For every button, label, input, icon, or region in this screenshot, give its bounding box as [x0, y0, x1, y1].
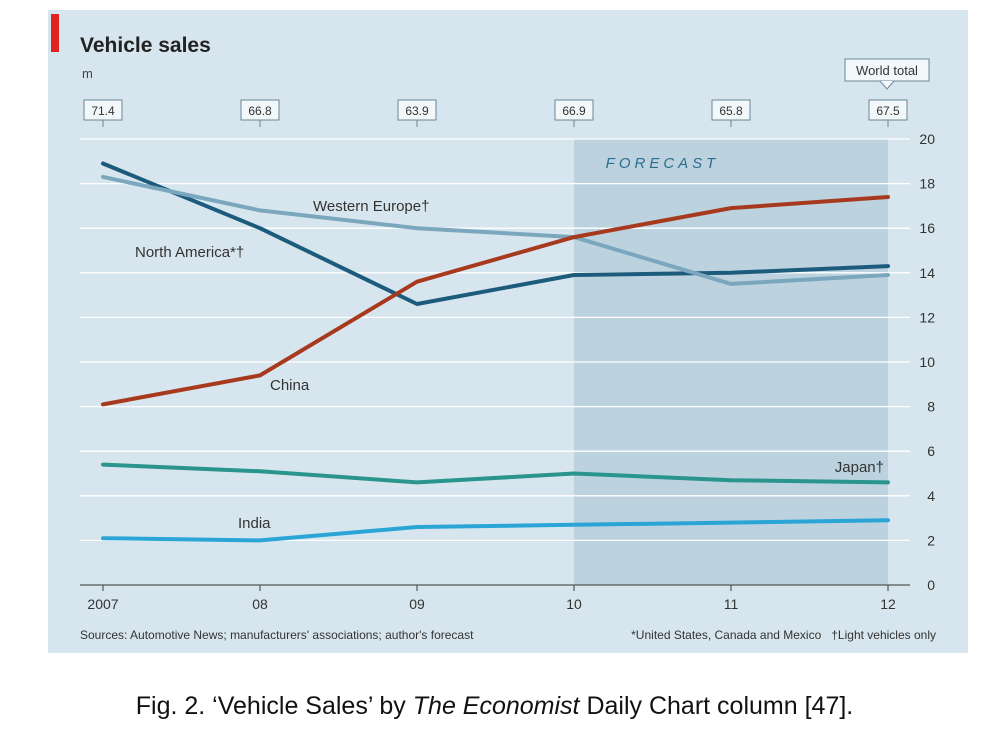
caption-suffix: Daily Chart column [47].	[579, 692, 854, 720]
x-tick-label: 2007	[87, 596, 118, 612]
series-label-china: China	[270, 377, 310, 394]
series-line-north-america	[101, 161, 890, 306]
series-line-china	[101, 195, 890, 407]
caption-publication: The Economist	[412, 692, 580, 720]
y-tick-label: 20	[919, 131, 935, 147]
x-tick-label: 12	[880, 596, 896, 612]
y-tick-label: 10	[919, 354, 935, 370]
world-total-value: 71.4	[91, 104, 115, 118]
series-label-india: India	[238, 515, 271, 532]
y-tick-label: 2	[927, 532, 935, 548]
y-tick-label: 8	[927, 399, 935, 415]
y-tick-label: 14	[919, 265, 935, 281]
y-tick-label: 6	[927, 443, 935, 459]
series-line-japan	[101, 462, 890, 485]
series-label-japan: Japan†	[835, 459, 884, 476]
series-label-north-america: North America*†	[135, 244, 244, 261]
y-tick-label: 4	[927, 488, 935, 504]
series-labels: North America*† Western Europe† China Japan…	[135, 198, 884, 532]
series-line-india	[101, 518, 890, 543]
world-total-value: 67.5	[876, 104, 900, 118]
chart-figure: Vehicle sales m FORECAST 0 2 4 6 8 10 12 14 16 18…	[48, 10, 968, 653]
accent-bar	[51, 14, 59, 52]
chart-title: Vehicle sales	[80, 34, 211, 57]
x-tick-label: 08	[252, 596, 268, 612]
world-total-value: 66.9	[562, 104, 586, 118]
forecast-label: FORECAST	[606, 155, 720, 172]
y-tick-label: 16	[919, 220, 935, 236]
world-totals: 71.4 66.8 63.9 66.9 65.8 67.5 World total	[83, 58, 930, 127]
series-label-western-europe: Western Europe†	[313, 198, 429, 215]
axes: 0 2 4 6 8 10 12 14 16 18 20 2007 08 09 10 11 12	[80, 131, 935, 612]
sources-note: Sources: Automotive News; manufacturers'…	[80, 628, 474, 642]
footnotes: *United States, Canada and Mexico †Light…	[631, 628, 936, 642]
series-line-western-europe	[101, 174, 890, 286]
x-tick-label: 09	[409, 596, 425, 612]
y-tick-label: 0	[927, 577, 935, 593]
world-total-value: 63.9	[405, 104, 429, 118]
world-total-value: 66.8	[248, 104, 272, 118]
caption-prefix: Fig. 2. ‘Vehicle Sales’ by	[135, 692, 413, 720]
x-tick-label: 11	[724, 596, 739, 612]
world-total-value: 65.8	[719, 104, 743, 118]
world-total-callout-pointer	[879, 80, 895, 90]
world-total-label: World total	[856, 63, 918, 78]
series-lines	[101, 161, 890, 543]
unit-label: m	[82, 66, 93, 81]
y-tick-label: 18	[919, 176, 935, 192]
x-tick-label: 10	[566, 596, 582, 612]
y-tick-label: 12	[919, 309, 935, 325]
figure-caption: Fig. 2. ‘Vehicle Sales’ by The Economist…	[0, 692, 989, 721]
